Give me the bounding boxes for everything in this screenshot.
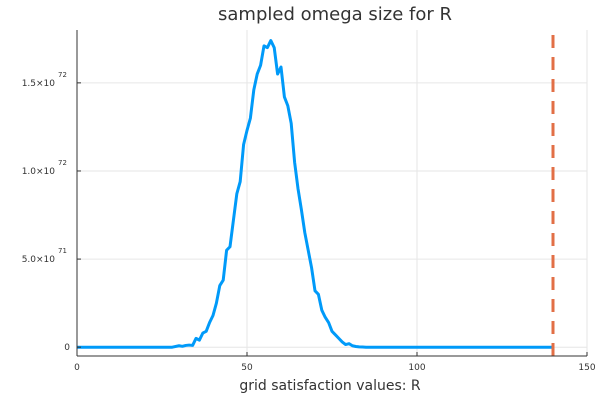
y-tick-exponent: 72	[58, 159, 67, 167]
y-tick-mantissa: 1.5×10	[22, 79, 56, 89]
chart-title: sampled omega size for R	[218, 4, 452, 25]
y-tick-mantissa: 1.0×10	[22, 167, 56, 177]
y-tick-label: 0	[64, 343, 70, 353]
grid-layer	[76, 30, 588, 356]
x-tick-label: 150	[578, 363, 595, 373]
y-tick-mantissa: 0	[64, 343, 70, 353]
x-tick-label: 0	[74, 363, 80, 373]
x-tick-label: 50	[241, 363, 253, 373]
x-tick-label: 100	[408, 363, 425, 373]
y-tick-exponent: 72	[58, 71, 67, 79]
series-line	[77, 39, 553, 349]
y-tick-mantissa: 5.0×10	[22, 255, 56, 265]
x-axis-label: grid satisfaction values: R	[239, 378, 421, 394]
y-tick-exponent: 71	[58, 247, 67, 255]
series-layer	[77, 30, 555, 356]
